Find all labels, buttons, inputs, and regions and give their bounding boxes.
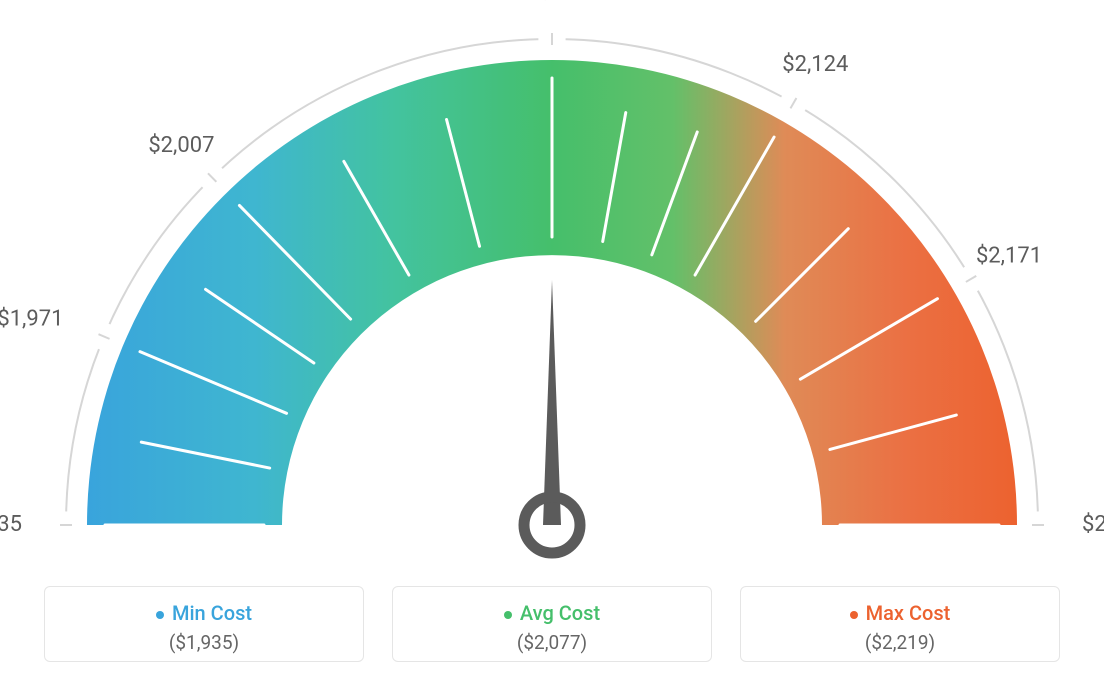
gauge-tick-label: $2,007 <box>148 133 214 158</box>
legend-value-max: ($2,219) <box>751 631 1049 654</box>
gauge-svg: $1,935 $1,971 $2,007 $2,077 $2,124 $2,171 $2,2… <box>0 0 1104 580</box>
legend-value-min: ($1,935) <box>55 631 353 654</box>
gauge-tick-label: $2,171 <box>976 243 1042 268</box>
gauge-tick-label: $1,971 <box>0 306 63 331</box>
legend-title-min: Min Cost <box>55 601 353 625</box>
gauge-needle <box>543 280 561 525</box>
gauge-tick-label: $1,935 <box>0 512 22 537</box>
legend-title-text: Avg Cost <box>520 601 600 625</box>
legend-bullet-avg <box>504 611 512 619</box>
gauge-tick-label: $2,124 <box>782 52 848 77</box>
legend-bullet-max <box>850 611 858 619</box>
legend-title-max: Max Cost <box>751 601 1049 625</box>
cost-gauge-chart: $1,935 $1,971 $2,007 $2,077 $2,124 $2,171 $2,2… <box>0 0 1104 690</box>
legend-row: Min Cost ($1,935) Avg Cost ($2,077) Max Cost… <box>0 586 1104 662</box>
gauge-tick-label: $2,219 <box>1082 512 1104 537</box>
legend-title-text: Min Cost <box>172 601 252 625</box>
legend-box-avg: Avg Cost ($2,077) <box>392 586 712 662</box>
gauge-tick-label: $2,077 <box>519 0 585 3</box>
legend-box-min: Min Cost ($1,935) <box>44 586 364 662</box>
legend-box-max: Max Cost ($2,219) <box>740 586 1060 662</box>
legend-bullet-min <box>156 611 164 619</box>
legend-title-avg: Avg Cost <box>403 601 701 625</box>
legend-title-text: Max Cost <box>866 601 951 625</box>
legend-value-avg: ($2,077) <box>403 631 701 654</box>
